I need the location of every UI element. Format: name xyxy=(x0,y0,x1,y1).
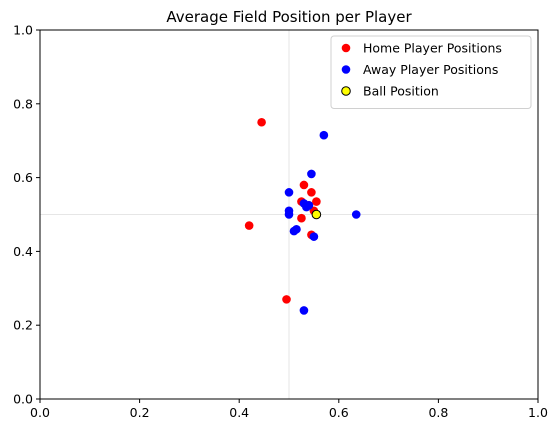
y-tick-label: 0.0 xyxy=(13,392,33,407)
legend-marker xyxy=(341,43,351,53)
series-1 xyxy=(284,130,361,315)
data-point xyxy=(299,306,309,315)
x-axis: 0.0 0.2 0.4 0.6 0.8 1.0 xyxy=(30,399,548,420)
legend-item: Away Player Positions xyxy=(341,62,498,77)
plot-area-frame xyxy=(39,29,539,400)
x-tick-label: 1.0 xyxy=(528,405,548,420)
x-tick-label: 0.2 xyxy=(130,405,150,420)
data-point xyxy=(284,210,294,219)
y-tick-label: 0.4 xyxy=(13,244,33,259)
data-point xyxy=(312,197,321,206)
legend: Home Player Positions Away Player Positio… xyxy=(330,35,532,109)
y-tick-label: 0.2 xyxy=(13,318,33,333)
chart-title: Average Field Position per Player xyxy=(166,8,412,26)
data-point xyxy=(244,221,254,230)
data-point xyxy=(311,209,322,220)
data-point xyxy=(282,295,291,304)
legend-marker xyxy=(341,86,351,96)
y-tick-label: 0.8 xyxy=(13,96,33,111)
data-point xyxy=(307,188,316,197)
data-point xyxy=(307,169,316,179)
legend-item: Home Player Positions xyxy=(341,41,502,56)
y-tick-label: 0.6 xyxy=(13,170,33,185)
data-point xyxy=(297,213,306,223)
data-point xyxy=(304,200,314,210)
y-axis: 0.0 0.2 0.4 0.6 0.8 1.0 xyxy=(13,23,40,407)
legend-label: Ball Position xyxy=(363,84,439,99)
data-point xyxy=(309,232,319,241)
x-tick-label: 0.6 xyxy=(329,405,349,420)
x-tick-label: 0.8 xyxy=(428,405,448,420)
data-points xyxy=(244,117,361,315)
legend-box xyxy=(330,35,532,109)
legend-label: Home Player Positions xyxy=(363,41,502,56)
legend-marker xyxy=(341,65,351,74)
data-point xyxy=(299,180,309,190)
y-tick-label: 1.0 xyxy=(13,23,33,38)
data-point xyxy=(351,210,361,219)
data-point xyxy=(292,224,301,234)
data-point xyxy=(319,130,329,140)
data-point xyxy=(284,188,294,197)
x-tick-label: 0.4 xyxy=(229,405,249,420)
legend-item: Ball Position xyxy=(341,84,439,99)
x-tick-label: 0.0 xyxy=(30,405,50,420)
data-point xyxy=(257,117,266,127)
legend-label: Away Player Positions xyxy=(363,62,498,77)
series-2 xyxy=(311,209,322,220)
